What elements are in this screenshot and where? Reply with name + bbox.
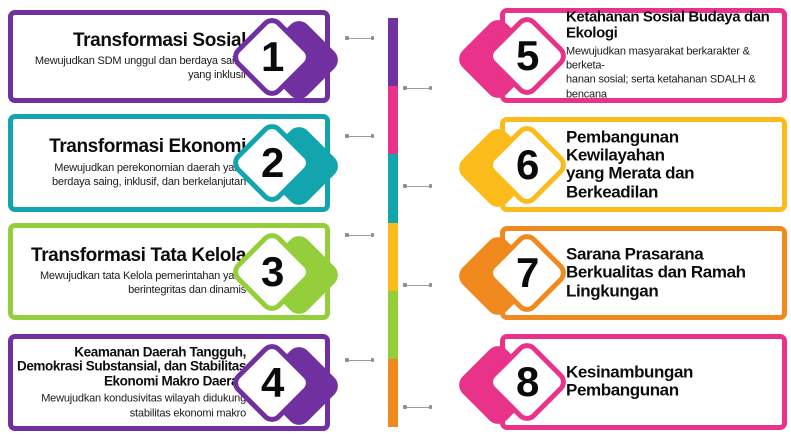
bar-segment-green	[388, 290, 398, 359]
connector-line-7	[403, 283, 432, 287]
left-item-4: Keamanan Daerah Tangguh, Demokrasi Subst…	[0, 334, 791, 431]
item-title: Keamanan Daerah Tangguh, Demokrasi Subst…	[16, 343, 246, 388]
goal-text-6: Pembangunan Kewilayahan yang Merata dan …	[566, 126, 778, 201]
left-item-1: Transformasi Sosial Mewujudkan SDM unggu…	[0, 10, 791, 104]
right-item-7: Sarana Prasarana Berkualitas dan Ramah L…	[0, 226, 791, 320]
transformation-text-2: Transformasi Ekonomi Mewujudkan perekono…	[16, 135, 246, 189]
transformation-text-1: Transformasi Sosial Mewujudkan SDM unggu…	[16, 29, 247, 82]
connector-line-4	[345, 358, 374, 362]
connector-line-8	[403, 405, 432, 409]
left-item-2: Transformasi Ekonomi Mewujudkan perekono…	[0, 114, 791, 212]
left-item-3: Transformasi Tata Kelola Mewujudkan tata…	[0, 223, 791, 320]
item-title: Kesinambungan Pembangunan	[566, 362, 694, 400]
item-number: 7	[515, 248, 539, 296]
goal-text-8: Kesinambungan Pembangunan	[566, 362, 778, 401]
goal-text-5: Ketahanan Sosial Budaya dan Ekologi Mewu…	[566, 9, 778, 102]
item-number: 6	[515, 140, 539, 188]
connector-line-6	[403, 184, 432, 188]
goal-text-7: Sarana Prasarana Berkualitas dan Ramah L…	[566, 245, 778, 300]
item-title: Transformasi Sosial	[73, 29, 246, 51]
item-subtitle: Mewujudkan kondusivitas wilayah didukung…	[41, 392, 246, 419]
connector-line-3	[345, 233, 374, 237]
item-title: Ketahanan Sosial Budaya dan Ekologi	[566, 8, 770, 42]
item-title: Pembangunan Kewilayahan yang Merata dan …	[566, 126, 695, 201]
item-subtitle: Mewujudkan tata Kelola pemerintahan yang…	[39, 269, 246, 297]
right-item-6: Pembangunan Kewilayahan yang Merata dan …	[0, 117, 791, 212]
bar-segment-gold	[388, 222, 398, 291]
connector-line-2	[345, 134, 374, 138]
timeline-bar	[388, 18, 398, 428]
transformation-text-4: Keamanan Daerah Tangguh, Demokrasi Subst…	[16, 343, 246, 420]
bar-segment-teal	[388, 154, 398, 223]
right-item-5: Ketahanan Sosial Budaya dan Ekologi Mewu…	[0, 8, 791, 103]
transformation-text-3: Transformasi Tata Kelola Mewujudkan tata…	[16, 245, 246, 297]
item-subtitle: Mewujudkan perekonomian daerah yang berd…	[51, 161, 246, 188]
bar-segment-orange	[388, 358, 398, 428]
item-title: Transformasi Tata Kelola	[31, 244, 246, 266]
bar-segment-pink	[388, 86, 398, 155]
item-title: Sarana Prasarana Berkualitas dan Ramah L…	[566, 244, 746, 301]
right-item-8: Kesinambungan Pembangunan 8	[0, 334, 791, 430]
item-number: 5	[515, 31, 539, 79]
connector-line-5	[403, 86, 432, 90]
item-number: 8	[515, 357, 539, 405]
bar-segment-purple	[388, 18, 398, 87]
item-subtitle: Mewujudkan masyarakat berkarakter & berk…	[566, 45, 756, 101]
connector-line-1	[345, 36, 374, 40]
item-title: Transformasi Ekonomi	[49, 135, 246, 157]
